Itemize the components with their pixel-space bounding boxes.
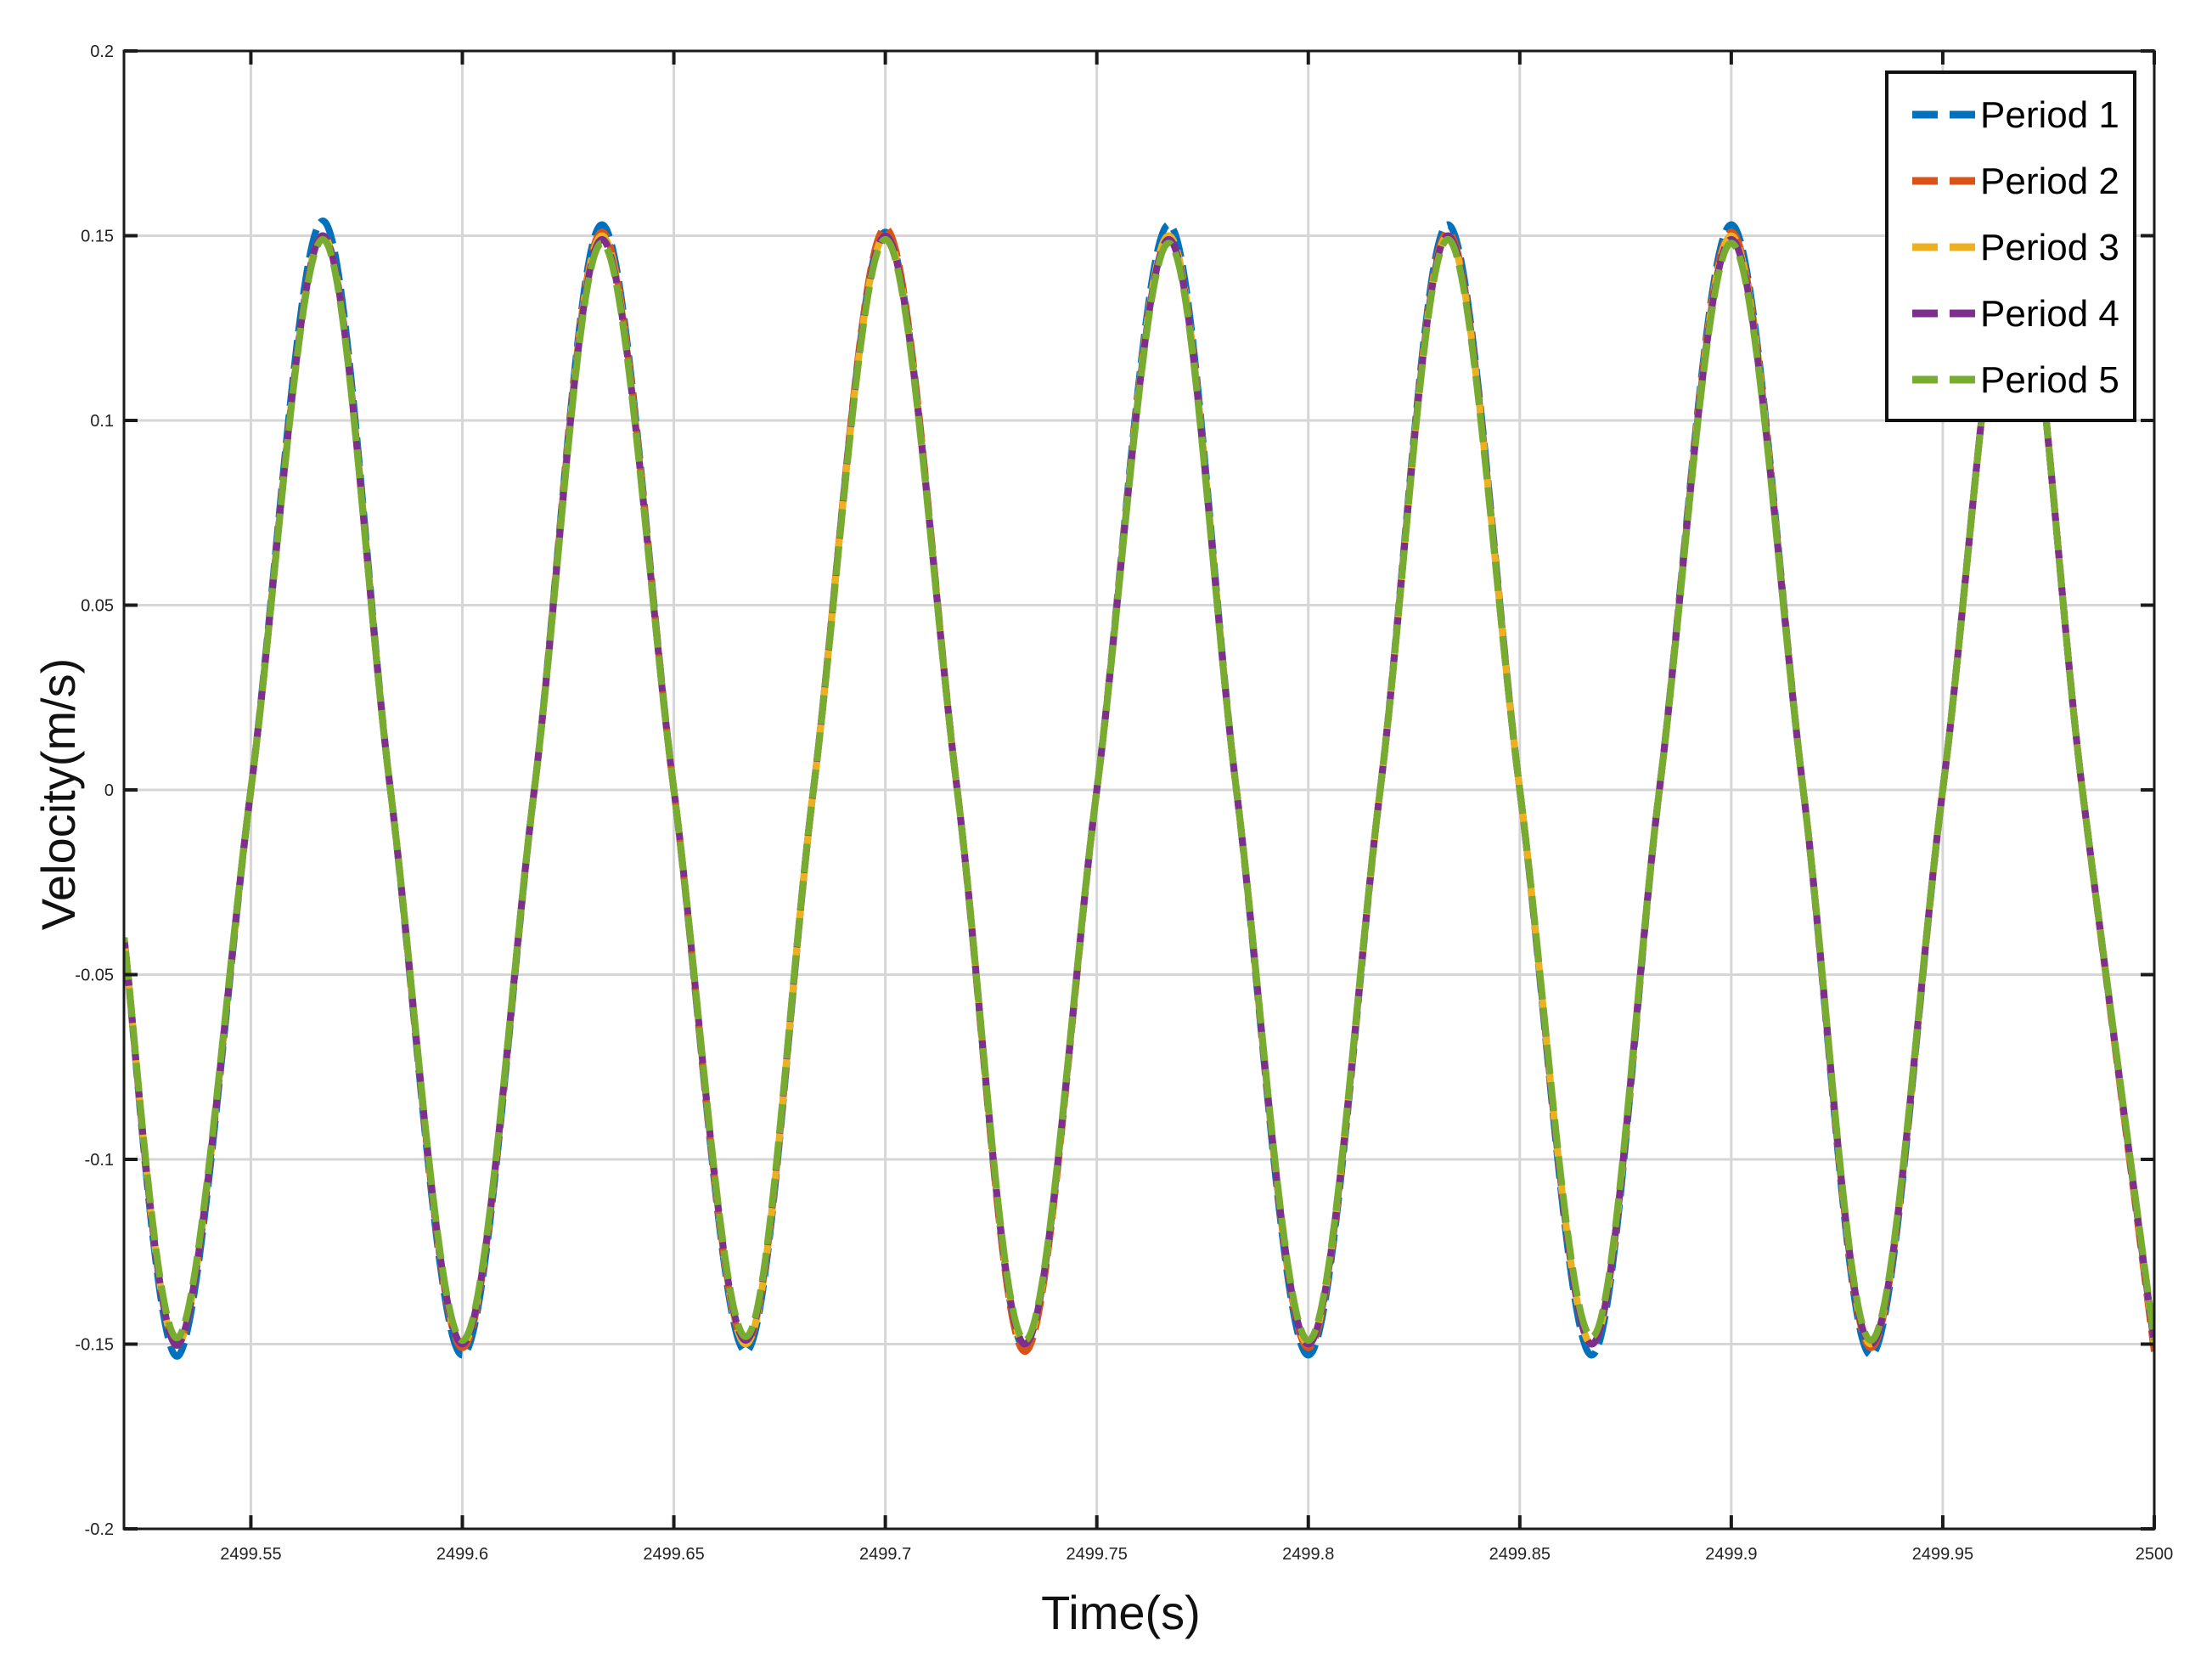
y-tick-label: -0.15: [75, 1336, 114, 1355]
y-tick-label: 0.05: [81, 597, 114, 616]
x-tick-label: 2499.7: [859, 1545, 911, 1564]
x-tick-label: 2500: [2136, 1545, 2174, 1564]
legend-label-1: Period 1: [1980, 94, 2119, 136]
y-axis-title: Velocity(m/s): [31, 658, 85, 931]
y-tick-label: 0.15: [81, 228, 114, 246]
legend: Period 1 Period 2 Period 3 Period 4 Period 5: [1885, 70, 2136, 422]
axes: [122, 49, 2156, 1531]
x-tick-label: 2499.75: [1067, 1545, 1128, 1564]
legend-label-3: Period 3: [1980, 227, 2119, 268]
legend-label-5: Period 5: [1980, 359, 2119, 401]
tick-labels: 2499.55 2499.6 2499.65 2499.7 2499.75 2499.8 2…: [75, 42, 2173, 1564]
x-axis-title: Time(s): [1041, 1586, 1201, 1639]
x-tick-label: 2499.55: [220, 1545, 281, 1564]
y-tick-label: -0.05: [75, 967, 114, 985]
x-tick-label: 2499.9: [1705, 1545, 1757, 1564]
y-tick-label: -0.2: [85, 1520, 114, 1539]
series-group: [124, 217, 2154, 1360]
x-tick-label: 2499.65: [643, 1545, 704, 1564]
x-tick-label: 2499.95: [1912, 1545, 1973, 1564]
y-tick-label: -0.1: [85, 1151, 114, 1170]
x-tick-label: 2499.8: [1282, 1545, 1334, 1564]
series-line-5: [124, 232, 2154, 1345]
y-tick-label: 0.1: [90, 412, 114, 431]
legend-label-4: Period 4: [1980, 293, 2119, 335]
y-tick-label: 0: [104, 781, 114, 800]
x-tick-label: 2499.85: [1489, 1545, 1551, 1564]
x-tick-label: 2499.6: [436, 1545, 488, 1564]
legend-label-2: Period 2: [1980, 161, 2119, 202]
y-tick-label: 0.2: [90, 42, 114, 61]
